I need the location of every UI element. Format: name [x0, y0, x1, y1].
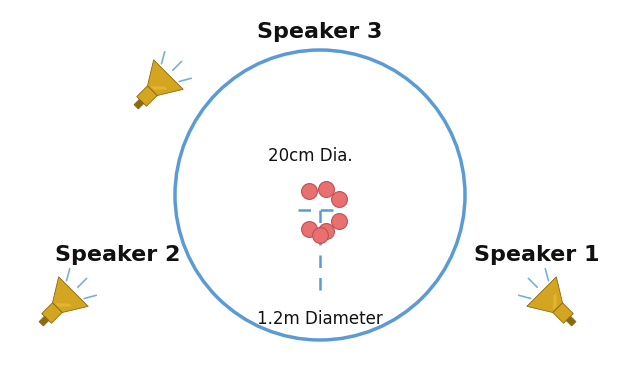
Polygon shape: [137, 86, 157, 106]
Polygon shape: [150, 86, 167, 90]
Polygon shape: [134, 99, 144, 109]
Text: 1.2m Diameter: 1.2m Diameter: [257, 310, 383, 328]
Point: [315, 232, 325, 238]
Polygon shape: [39, 316, 49, 326]
Point: [334, 196, 344, 202]
Text: Speaker 1: Speaker 1: [474, 245, 600, 265]
Point: [321, 186, 331, 192]
Text: 20cm Dia.: 20cm Dia.: [268, 147, 352, 165]
Polygon shape: [52, 277, 88, 312]
Polygon shape: [566, 316, 576, 326]
Polygon shape: [527, 277, 563, 312]
Polygon shape: [147, 60, 183, 96]
Text: Speaker 3: Speaker 3: [257, 22, 383, 42]
Point: [321, 228, 331, 234]
Point: [304, 226, 314, 232]
Polygon shape: [42, 303, 62, 323]
Text: Speaker 2: Speaker 2: [55, 245, 180, 265]
Point: [304, 188, 314, 194]
Polygon shape: [56, 303, 72, 307]
Polygon shape: [553, 293, 557, 309]
Polygon shape: [553, 303, 573, 323]
Point: [334, 218, 344, 224]
